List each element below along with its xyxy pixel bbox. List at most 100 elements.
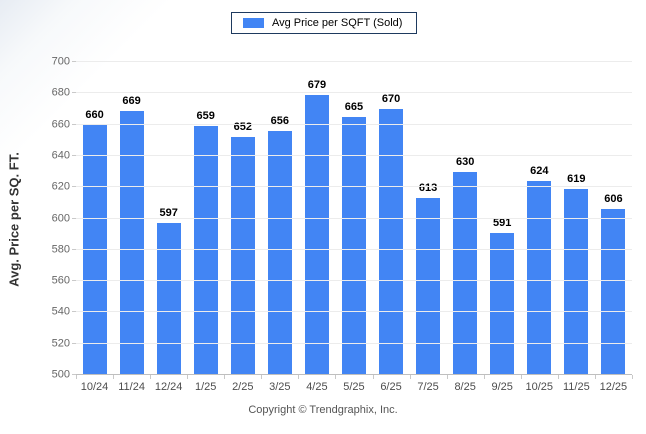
y-tick-label: 620	[51, 180, 70, 193]
x-axis-tick	[483, 375, 485, 379]
x-axis-tick	[150, 375, 152, 379]
gridline	[76, 248, 632, 250]
gridline	[76, 123, 632, 125]
gridline	[76, 186, 632, 188]
x-axis-labels: 10/24 11/24 12/24 1/25 2/25 3/25 4/25 5/25 6/25 7…	[76, 381, 632, 393]
bar	[527, 180, 552, 375]
y-tick-label: 540	[51, 305, 70, 318]
y-tick-label: 500	[51, 368, 70, 381]
bar	[379, 108, 404, 375]
y-axis-tick	[72, 311, 76, 313]
bar-value-label: 652	[233, 121, 252, 134]
x-tick-label: 4/25	[306, 381, 328, 393]
bar-cell: 660	[76, 62, 113, 375]
gridline	[76, 342, 632, 344]
copyright-text: Copyright © Trendgraphix, Inc.	[248, 404, 398, 416]
y-axis-tick	[72, 248, 76, 250]
bar	[490, 232, 515, 375]
bar-cell: 624	[521, 62, 558, 375]
x-axis-tick	[632, 375, 633, 379]
y-axis-tick	[72, 217, 76, 219]
x-tick-label: 10/24	[80, 381, 109, 393]
bar-value-label: 665	[344, 100, 364, 113]
x-axis-tick	[594, 375, 596, 379]
bar-cell: 679	[298, 62, 335, 375]
bar-cell: 591	[484, 62, 521, 375]
x-tick-label: 8/25	[454, 381, 476, 393]
bar-value-label: 660	[85, 108, 104, 121]
bar	[564, 188, 589, 375]
bar-cell: 659	[187, 62, 224, 375]
bar-value-label: 606	[604, 193, 623, 206]
x-axis-tick	[557, 375, 559, 379]
plot-area: 660 669 597 659 652 656 679 665 670 613 630 591 624 6…	[72, 61, 633, 379]
y-axis-tick	[72, 186, 76, 188]
x-axis-tick	[76, 375, 77, 379]
bar	[119, 110, 144, 375]
bars-container: 660 669 597 659 652 656 679 665 670 613 630 591 624 6…	[76, 62, 632, 375]
bar-cell: 652	[224, 62, 261, 375]
bar-cell: 665	[335, 62, 372, 375]
y-tick-label: 520	[51, 337, 70, 350]
gridline	[76, 280, 632, 282]
gridline	[76, 217, 632, 219]
x-tick-label: 1/25	[195, 381, 217, 393]
x-tick-label: 12/24	[154, 381, 183, 393]
bar-value-label: 659	[196, 110, 215, 123]
x-tick-label: 6/25	[380, 381, 402, 393]
x-tick-label: 9/25	[491, 381, 513, 393]
chart-legend: Avg Price per SQFT (Sold)	[231, 12, 418, 34]
y-tick-label: 640	[51, 149, 70, 162]
bar-value-label: 613	[418, 182, 438, 195]
x-tick-label: 11/24	[118, 381, 145, 393]
y-axis-tick	[72, 154, 76, 156]
x-axis-tick	[409, 375, 411, 379]
bar-value-label: 591	[493, 216, 512, 229]
x-axis-tick	[520, 375, 522, 379]
gridline	[76, 92, 632, 94]
x-axis-tick	[335, 375, 337, 379]
bar-value-label: 624	[530, 164, 549, 177]
x-tick-label: 12/25	[599, 381, 628, 393]
y-axis-tick	[72, 123, 76, 125]
bar-value-label: 597	[159, 207, 178, 220]
bar-cell: 670	[373, 62, 410, 375]
bar-cell: 597	[150, 62, 187, 375]
y-axis-tick	[72, 342, 76, 344]
y-axis-tick	[72, 374, 76, 375]
x-axis-line	[72, 374, 632, 375]
bar-value-label: 679	[307, 78, 327, 91]
x-axis-tick	[113, 375, 115, 379]
bar	[193, 126, 218, 375]
y-axis-labels: 500 520 540 560 580 600 620 640 660 680 700	[0, 56, 70, 380]
y-axis-tick	[72, 61, 76, 62]
x-axis-tick	[261, 375, 263, 379]
bar-cell: 606	[595, 62, 632, 375]
bar-cell: 630	[447, 62, 484, 375]
y-axis-tick	[72, 92, 76, 94]
x-axis-tick	[187, 375, 189, 379]
x-tick-label: 5/25	[343, 381, 365, 393]
x-axis-tick	[298, 375, 300, 379]
y-tick-label: 700	[51, 55, 70, 68]
bar-value-label: 656	[270, 114, 290, 127]
bar-value-label: 619	[567, 172, 586, 185]
bar-cell: 619	[558, 62, 595, 375]
bar	[156, 223, 181, 375]
x-axis-tick	[372, 375, 374, 379]
bar	[230, 137, 255, 375]
legend-label: Avg Price per SQFT (Sold)	[272, 17, 403, 29]
bar	[341, 116, 366, 375]
bar	[304, 94, 329, 375]
bar	[416, 198, 441, 375]
x-tick-label: 10/25	[525, 381, 554, 393]
x-tick-label: 2/25	[232, 381, 254, 393]
y-tick-label: 580	[51, 243, 70, 256]
x-tick-label: 7/25	[417, 381, 439, 393]
bar-value-label: 669	[122, 94, 141, 107]
x-axis-tick	[446, 375, 448, 379]
y-tick-label: 680	[51, 86, 70, 99]
y-axis-tick	[72, 280, 76, 282]
bar	[601, 209, 626, 375]
